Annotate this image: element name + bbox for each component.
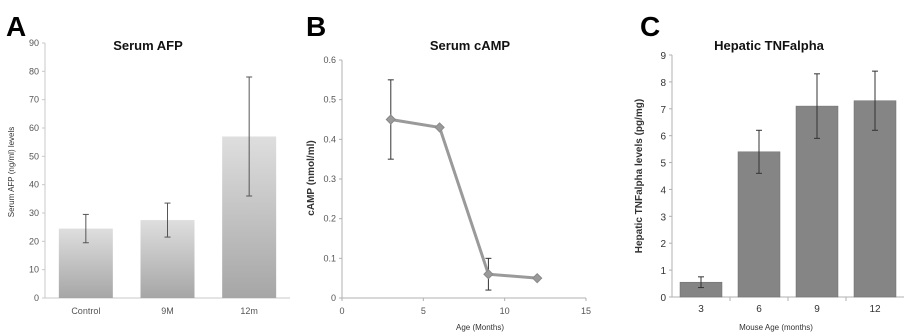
panel-letter-a: A [6,11,26,42]
y-tick-label-b: 0.4 [323,134,336,144]
y-tick-label-c: 9 [660,51,666,62]
y-axis-label-a: Serum AFP (ng/ml) levels [7,127,16,218]
panel-letter-c: C [640,11,660,42]
y-tick-label-a: 90 [29,38,39,48]
y-tick-label-a: 50 [29,151,39,161]
x-tick-label-b: 5 [421,306,426,316]
y-tick-label-b: 0.3 [323,174,336,184]
y-tick-label-a: 30 [29,208,39,218]
y-axis-label-b: cAMP (nmol/ml) [306,140,317,215]
panel-b: B Serum cAMP cAMP (nmol/ml) Age (Months)… [300,0,616,336]
y-tick-label-c: 4 [660,185,666,196]
y-axis-label-c: Hepatic TNFalpha levels (pg/mg) [634,99,645,253]
x-axis-label-b: Age (Months) [456,323,504,332]
y-tick-label-c: 0 [660,293,666,304]
y-tick-label-a: 80 [29,66,39,76]
chart-title-a: Serum AFP [113,38,183,53]
hepatic-tnfalpha-chart: C Hepatic TNFalpha Hepatic TNFalpha leve… [634,11,904,332]
bar-month-6 [737,151,781,298]
y-tick-label-c: 8 [660,78,666,89]
x-tick-label-a: 9M [161,306,174,316]
y-tick-label-b: 0.1 [323,253,336,263]
y-tick-label-c: 6 [660,132,666,143]
panel-a: A Serum AFP Serum AFP (ng/ml) levels 0 10… [0,0,300,336]
data-point-b [483,268,494,280]
serum-camp-chart: B Serum cAMP cAMP (nmol/ml) Age (Months)… [306,11,591,332]
y-tick-label-a: 60 [29,123,39,133]
y-tick-label-a: 10 [29,265,39,275]
x-tick-label-c: 6 [756,304,762,315]
y-tick-label-b: 0.6 [323,55,336,65]
x-tick-label-b: 15 [581,306,591,316]
series-line-b [390,118,538,280]
data-point-b [434,122,445,133]
x-axis-label-c: Mouse Age (months) [739,323,813,332]
x-tick-label-c: 12 [869,304,881,315]
x-tick-label-b: 0 [339,306,344,316]
x-tick-label-c: 3 [698,304,704,315]
y-tick-label-a: 40 [29,180,39,190]
panel-letter-b: B [306,11,326,42]
data-point-b [531,272,543,284]
y-tick-label-c: 3 [660,212,666,223]
chart-title-c: Hepatic TNFalpha [714,38,825,53]
y-tick-label-c: 1 [660,266,666,277]
y-tick-label-c: 7 [660,105,666,116]
x-tick-label-a: Control [71,306,100,316]
data-point-b [385,114,397,125]
y-tick-label-a: 70 [29,95,39,105]
y-tick-label-c: 2 [660,239,666,250]
chart-title-b: Serum cAMP [430,38,511,53]
x-tick-label-c: 9 [814,304,820,315]
x-tick-label-a: 12m [240,306,258,316]
y-tick-label-b: 0.2 [323,214,336,224]
panel-c: C Hepatic TNFalpha Hepatic TNFalpha leve… [616,0,909,336]
y-tick-label-b: 0 [331,293,336,303]
x-tick-label-b: 10 [500,306,510,316]
y-tick-label-c: 5 [660,159,666,170]
y-tick-label-b: 0.5 [323,95,336,105]
y-tick-label-a: 20 [29,236,39,246]
y-tick-label-a: 0 [34,293,39,303]
serum-afp-chart: A Serum AFP Serum AFP (ng/ml) levels 0 10… [6,11,290,316]
